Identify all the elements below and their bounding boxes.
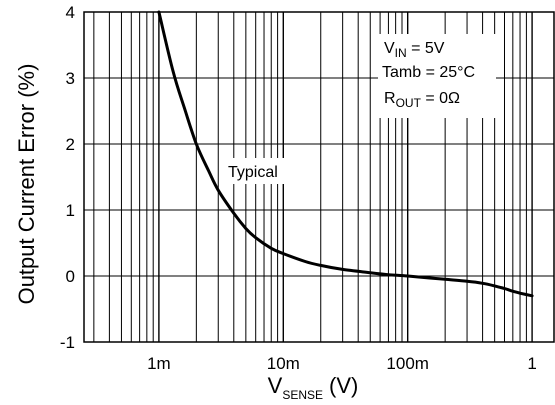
annotation-background: [378, 34, 496, 118]
y-tick-label: 0: [66, 267, 75, 286]
y-tick-label: 2: [66, 135, 75, 154]
series-line-typical: [157, 10, 534, 298]
annotation-vin-sub: IN: [395, 46, 407, 60]
y-axis-label: Output Current Error (%): [14, 64, 39, 305]
x-axis-label-main: V: [268, 373, 283, 398]
annotation-vin-value: = 5V: [407, 40, 445, 57]
x-axis-label-unit: (V): [329, 373, 358, 398]
annotation-tamb: Tamb = 25°C: [382, 64, 475, 81]
x-tick-label: 1m: [147, 354, 171, 373]
y-tick-label: 4: [66, 3, 75, 22]
y-tick-label: 3: [66, 69, 75, 88]
x-tick-label: 100m: [386, 354, 429, 373]
y-tick-label: 1: [66, 201, 75, 220]
y-tick-labels: 4 3 2 1 0 -1: [60, 3, 75, 352]
y-tick-label: -1: [60, 333, 75, 352]
x-tick-label: 1: [527, 354, 536, 373]
annotation-rout: ROUT = 0Ω: [384, 90, 460, 110]
annotation-rout-sub: OUT: [396, 96, 422, 110]
annotation-rout-main: R: [384, 90, 396, 107]
x-axis-label-sub: SENSE: [282, 388, 323, 402]
x-axis-label: VSENSE (V): [268, 373, 359, 402]
annotation-rout-value: = 0Ω: [421, 90, 460, 107]
annotation-vin: VIN = 5V: [384, 40, 445, 60]
x-tick-label: 10m: [267, 354, 300, 373]
series-label-background: [222, 158, 290, 184]
series-label-typical: Typical: [228, 164, 278, 181]
x-tick-labels: 1m 10m 100m 1: [147, 354, 537, 373]
plot-frame: [83, 11, 555, 343]
annotation-vin-main: V: [384, 40, 395, 57]
